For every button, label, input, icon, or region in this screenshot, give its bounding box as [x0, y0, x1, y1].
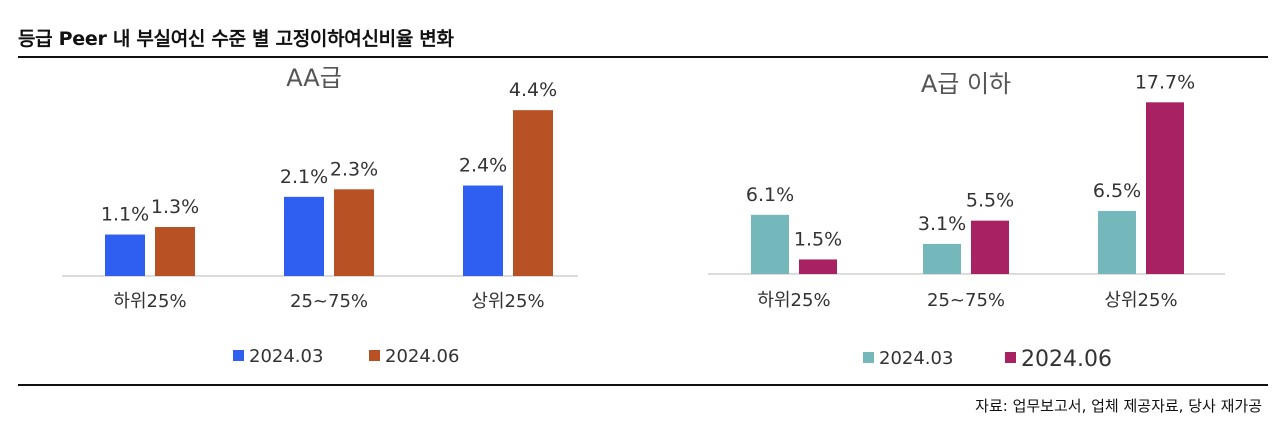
data-label: 1.5%	[794, 228, 842, 250]
data-label: 3.1%	[918, 213, 966, 235]
bar	[1146, 102, 1184, 274]
category-label: 하위25%	[113, 291, 186, 312]
legend-swatch-2024-03	[233, 350, 244, 361]
chart-title: A급 이하	[921, 70, 1011, 98]
title-rule	[18, 56, 1268, 58]
category-label: 상위25%	[471, 291, 544, 312]
legend-swatch-2024-03	[863, 352, 874, 363]
bar	[971, 220, 1009, 274]
data-label: 5.5%	[966, 190, 1014, 212]
bars-group: 1.1% 2.1% 2.4% 1.3% 2.3% 4.4%	[101, 79, 557, 277]
page-title: 등급 Peer 내 부실여신 수준 별 고정이하여신비율 변화	[18, 28, 454, 50]
legend-label: 2024.03	[249, 346, 323, 367]
bar	[799, 259, 837, 274]
data-label: 6.1%	[746, 184, 794, 206]
data-label: 1.3%	[151, 196, 199, 218]
category-label: 상위25%	[1104, 290, 1177, 311]
data-label: 1.1%	[101, 204, 149, 226]
data-label: 2.3%	[330, 158, 378, 180]
chart-a-below: A급 이하 6.1% 3.1% 6.5% 1.5% 5.5% 17.7% 하위25% 25…	[708, 70, 1225, 372]
data-label: 17.7%	[1135, 71, 1195, 93]
bar	[334, 189, 374, 276]
legend-swatch-2024-06	[369, 350, 380, 361]
chart-aa: AA급 1.1% 2.1% 2.4% 1.3% 2.3% 4.4% 하위25% 25~75…	[62, 64, 578, 367]
bar	[513, 110, 553, 277]
data-label: 2.1%	[280, 166, 328, 188]
bar	[923, 243, 961, 274]
bars-group: 6.1% 3.1% 6.5% 1.5% 5.5% 17.7%	[746, 71, 1195, 274]
bar	[751, 214, 789, 274]
bar	[1098, 210, 1136, 274]
legend-label: 2024.03	[879, 348, 953, 369]
source-note: 자료: 업무보고서, 업체 제공자료, 당사 재가공	[975, 397, 1262, 415]
legend-swatch-2024-06	[1005, 352, 1016, 363]
data-label: 2.4%	[459, 155, 507, 177]
legend-label: 2024.06	[385, 346, 459, 367]
category-label: 25~75%	[290, 291, 368, 312]
bar	[105, 234, 145, 276]
bar	[155, 227, 195, 276]
data-label: 6.5%	[1093, 180, 1141, 202]
legend-label: 2024.06	[1021, 347, 1112, 372]
data-label: 4.4%	[509, 79, 557, 101]
bar	[284, 196, 324, 276]
bottom-rule	[18, 384, 1268, 386]
category-label: 25~75%	[927, 290, 1005, 311]
bar	[463, 185, 503, 276]
category-label: 하위25%	[757, 290, 830, 311]
chart-title: AA급	[286, 64, 342, 92]
